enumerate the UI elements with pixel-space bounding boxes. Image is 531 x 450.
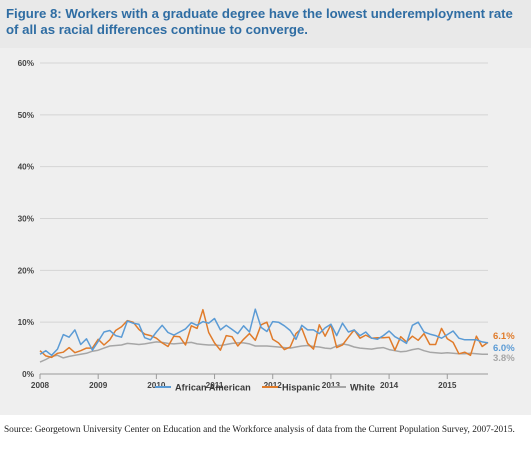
source-note: Source: Georgetown University Center on … xyxy=(4,425,515,435)
end-value-label-african-american: 6.0% xyxy=(493,343,515,354)
y-tick-label: 60% xyxy=(18,59,35,68)
y-tick-label: 30% xyxy=(18,215,35,224)
x-tick-label: 2014 xyxy=(380,381,399,390)
x-tick-label: 2008 xyxy=(31,381,50,390)
legend-label-hispanic: Hispanic xyxy=(282,383,320,393)
chart-panel: 0% 10% 20% 30% 40% 50% 60% 2008 2009 2010 2011 2012… xyxy=(0,48,531,415)
figure-title: Figure 8: Workers with a graduate degree… xyxy=(6,6,513,37)
title-panel: Figure 8: Workers with a graduate degree… xyxy=(0,0,531,48)
x-tick-label: 2015 xyxy=(438,381,457,390)
x-tick-label: 2011 xyxy=(206,381,224,390)
x-tick-label: 2009 xyxy=(89,381,108,390)
underemployment-line-chart: 0% 10% 20% 30% 40% 50% 60% 2008 2009 2010 2011 2012… xyxy=(18,59,516,393)
x-tick-label: 2013 xyxy=(322,381,341,390)
y-tick-label: 10% xyxy=(18,318,35,327)
x-tick-label: 2010 xyxy=(147,381,166,390)
series-line-african-american xyxy=(39,308,489,357)
legend-label-african-american: African American xyxy=(175,383,251,393)
series-line-hispanic xyxy=(39,308,489,359)
y-tick-label: 0% xyxy=(22,370,35,379)
y-tick-label: 50% xyxy=(18,111,35,120)
y-tick-label: 20% xyxy=(18,266,35,275)
x-tick-label: 2012 xyxy=(264,381,283,390)
y-tick-label: 40% xyxy=(18,163,35,172)
end-value-label-white: 3.8% xyxy=(493,353,515,364)
legend-label-white: White xyxy=(350,383,375,393)
end-value-label-hispanic: 6.1% xyxy=(493,331,515,342)
series-line-white xyxy=(39,341,488,363)
